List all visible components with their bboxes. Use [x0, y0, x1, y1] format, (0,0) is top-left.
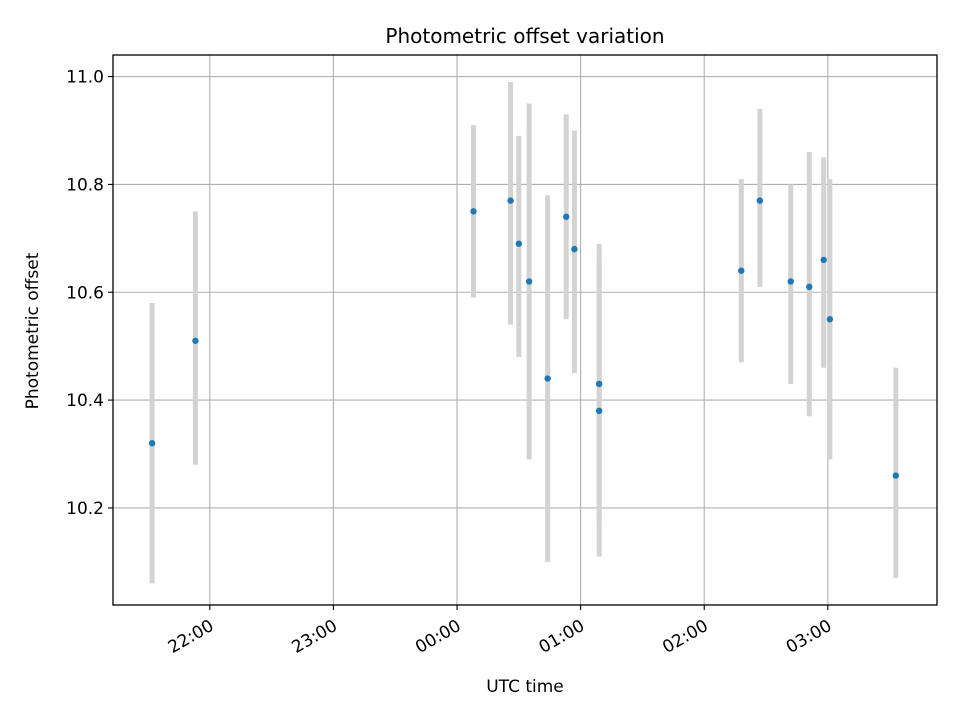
data-point: [525, 278, 533, 285]
data-point: [738, 267, 745, 274]
y-tick-label: 11.0: [66, 68, 104, 88]
plot-frame: [112, 54, 938, 606]
data-point: [826, 316, 834, 323]
data-point: [756, 197, 764, 204]
data-point: [148, 440, 156, 447]
data-point: [470, 208, 477, 215]
y-axis-ticks: 10.2 10.4 10.6 10.8 11.0: [66, 68, 113, 519]
data-point: [806, 283, 813, 291]
data-point: [820, 256, 827, 264]
y-tick-label: 10.4: [66, 391, 104, 411]
data-point: [595, 380, 603, 388]
y-axis-label: Photometric offset: [23, 252, 43, 409]
data-point: [192, 337, 199, 344]
chart-title: Photometric offset variation: [385, 24, 664, 48]
data-point: [544, 375, 551, 382]
x-axis-label: UTC time: [486, 677, 564, 697]
y-tick-label: 10.2: [66, 499, 104, 519]
data-point: [787, 278, 794, 285]
data-point: [892, 472, 899, 479]
data-points: [148, 197, 899, 479]
y-tick-label: 10.6: [66, 283, 104, 303]
axes: [112, 54, 938, 606]
data-point: [595, 407, 603, 415]
data-point: [563, 213, 570, 220]
y-tick-label: 10.8: [66, 175, 104, 195]
data-point: [515, 240, 523, 247]
data-point: [507, 197, 514, 204]
data-point: [571, 245, 578, 253]
